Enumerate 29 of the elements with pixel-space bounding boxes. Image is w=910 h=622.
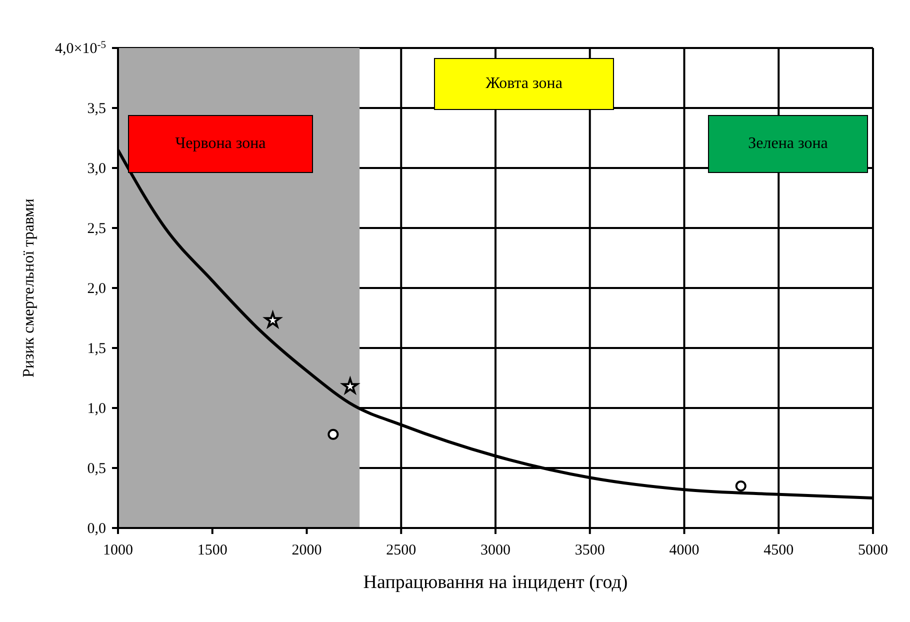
y-tick-label: 3,0 [87,161,106,177]
y-tick-label: 2,0 [87,281,106,297]
point [735,480,746,492]
point [328,428,339,440]
x-tick-label: 4000 [669,542,700,559]
y-tick-label: 1,5 [87,341,106,357]
zone-label-box: Зелена зона [708,115,868,173]
y-tick-label: 0,0 [87,521,106,537]
annotation: Жовта зона [486,75,562,93]
zone-label-box: Жовта зона [434,58,614,110]
x-tick-label: 1500 [197,542,228,559]
y-tick-label: 4,0×10$^{-5}$ [55,40,106,57]
zone-label-box: Червона зона [128,115,313,173]
annotation: Червона зона [175,135,266,153]
point [342,378,358,394]
x-tick-label: 3500 [574,542,605,559]
y-tick-label: 1,0 [87,401,106,417]
x-tick-label: 5000 [858,542,888,559]
x-tick-label: 3000 [480,542,510,559]
x-tick-label: 2500 [386,542,416,559]
y-axis-title: Ризик смертельної травми [20,198,38,378]
x-axis-title: Напрацювання на інцидент (год) [363,572,628,593]
annotation: Зелена зона [748,135,828,153]
x-tick-label: 4500 [764,542,794,559]
y-tick-label: 0,5 [87,461,106,477]
x-tick-label: 2000 [292,542,322,559]
y-tick-label: 3,5 [87,101,106,117]
y-tick-label: 2,5 [87,221,106,237]
x-tick-label: 1000 [103,542,133,559]
